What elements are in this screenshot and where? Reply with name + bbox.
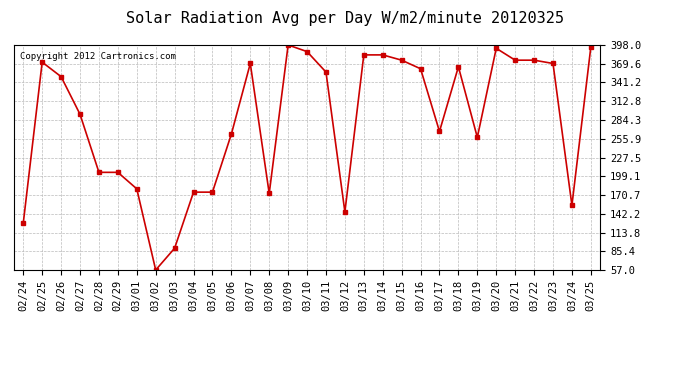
Text: Copyright 2012 Cartronics.com: Copyright 2012 Cartronics.com: [19, 52, 175, 61]
Text: Solar Radiation Avg per Day W/m2/minute 20120325: Solar Radiation Avg per Day W/m2/minute …: [126, 11, 564, 26]
